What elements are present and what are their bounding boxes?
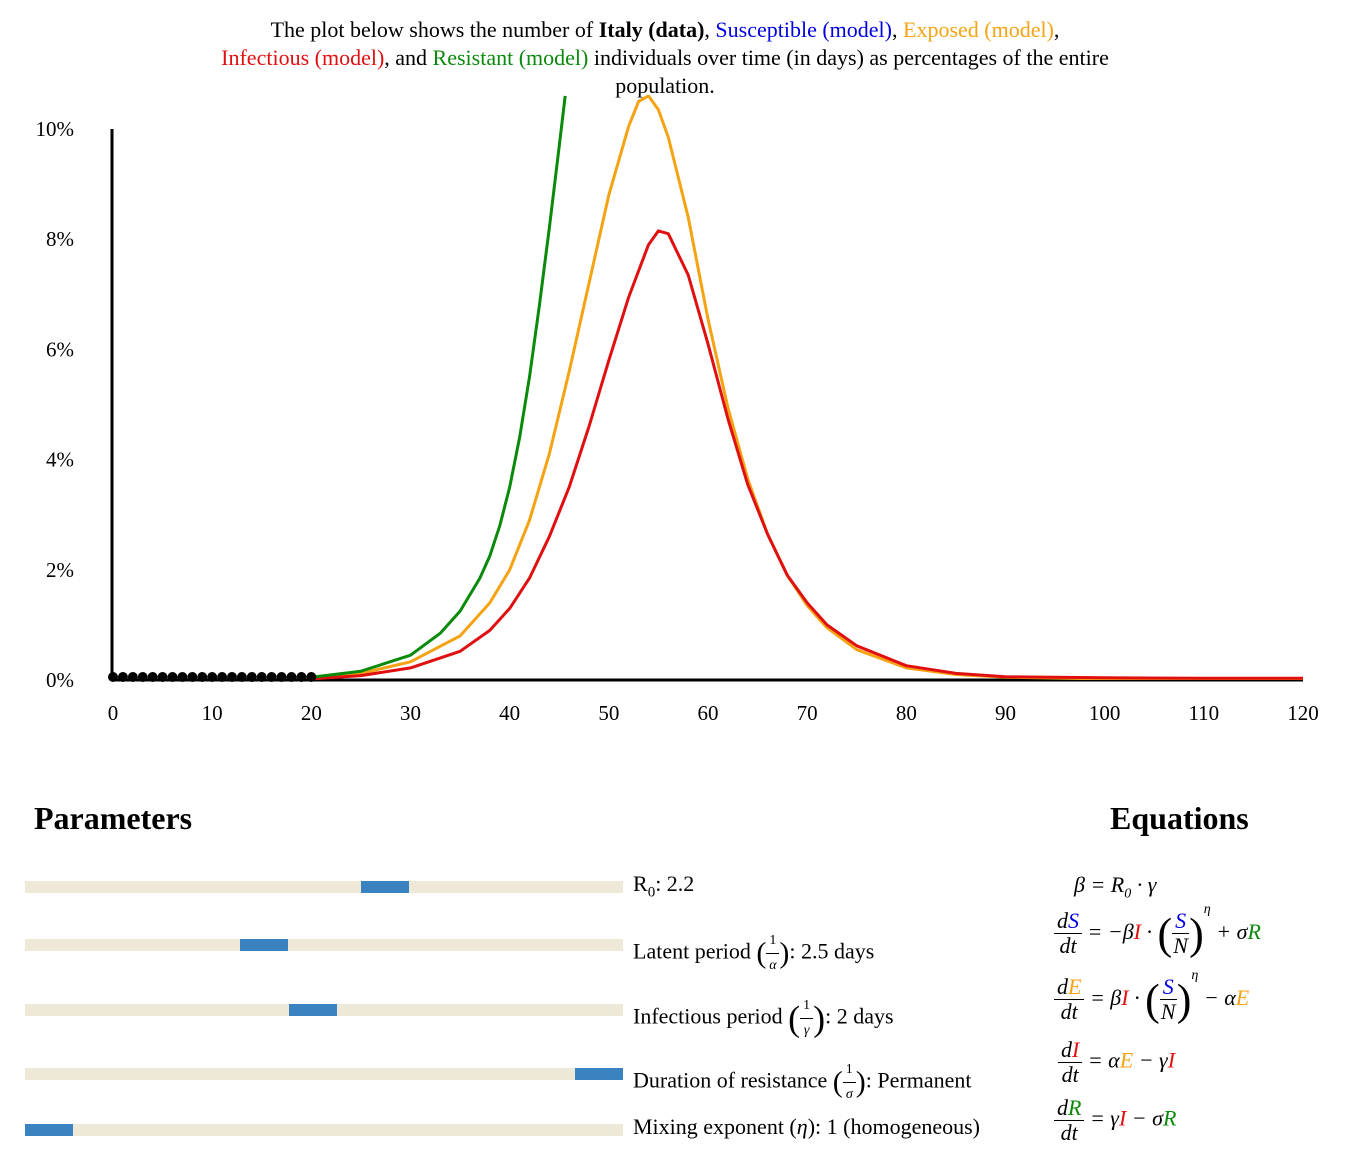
equation-dS: dS dt = −βI · (S N)η + σR — [1054, 902, 1261, 959]
data-point-italy — [207, 672, 218, 682]
data-point-italy — [147, 672, 158, 682]
slider-thumb[interactable] — [360, 881, 409, 893]
equation-beta: β = R0 · γ — [1074, 872, 1157, 902]
slider-thumb[interactable] — [239, 939, 288, 951]
data-point-italy — [246, 672, 257, 682]
data-point-italy — [177, 672, 188, 682]
data-point-italy — [306, 672, 317, 682]
slider-track[interactable] — [25, 881, 623, 893]
slider-label-infectious-period: Infectious period (1 γ): 2 days — [633, 994, 894, 1043]
series-line-resistant-model — [311, 95, 567, 679]
x-tick-label: 10 — [202, 701, 223, 725]
chart-caption: The plot below shows the number of Italy… — [220, 16, 1110, 100]
caption-text: The plot below shows the number of — [270, 17, 599, 42]
data-point-italy — [276, 672, 287, 682]
slider-thumb[interactable] — [25, 1124, 73, 1136]
caption-sep: , and — [384, 45, 433, 70]
slider-thumb[interactable] — [575, 1068, 623, 1080]
legend-susceptible: Susceptible (model) — [715, 17, 892, 42]
y-tick-label: 4% — [46, 448, 74, 472]
slider-label-mixing-exponent: Mixing exponent (η): 1 (homogeneous) — [633, 1114, 980, 1139]
data-point-italy — [187, 672, 198, 682]
x-tick-label: 40 — [499, 701, 520, 725]
x-tick-label: 60 — [698, 701, 719, 725]
slider-track[interactable] — [25, 939, 623, 951]
x-tick-label: 20 — [301, 701, 322, 725]
data-point-italy — [227, 672, 237, 682]
slider-track[interactable] — [25, 1124, 623, 1136]
x-tick-label: 120 — [1287, 701, 1319, 725]
slider-thumb[interactable] — [289, 1004, 337, 1016]
equation-dR: dR dt = γI − σR — [1054, 1096, 1176, 1145]
x-tick-label: 30 — [400, 701, 421, 725]
equation-dE: dE dt = βI · (S N)η − αE — [1054, 968, 1249, 1025]
data-point-italy — [108, 672, 118, 682]
caption-text: individuals over time (in days) as perce… — [588, 45, 1109, 98]
slider-label-r0: R0: 2.2 — [633, 871, 695, 901]
x-tick-label: 90 — [995, 701, 1016, 725]
slider-track[interactable] — [25, 1068, 623, 1080]
caption-sep: , — [1053, 17, 1060, 42]
legend-resistant: Resistant (model) — [432, 45, 589, 70]
data-point-italy — [127, 672, 138, 682]
series-line-exposed-model — [311, 95, 1303, 680]
data-point-italy — [236, 672, 247, 682]
parameters-heading: Parameters — [34, 800, 193, 836]
legend-infectious: Infectious (model) — [221, 45, 385, 70]
x-tick-label: 80 — [896, 701, 917, 725]
y-tick-label: 2% — [46, 558, 74, 582]
data-point-italy — [296, 672, 307, 682]
series-line-infectious-model — [311, 229, 1303, 680]
data-point-italy — [266, 672, 277, 682]
data-point-italy — [157, 672, 168, 682]
x-tick-label: 0 — [108, 701, 119, 725]
x-tick-label: 100 — [1089, 701, 1121, 725]
legend-exposed: Exposed (model) — [903, 17, 1054, 42]
data-point-italy — [117, 672, 128, 682]
y-tick-label: 8% — [46, 227, 74, 251]
equations-heading: Equations — [1110, 800, 1249, 836]
caption-sep: , — [704, 17, 716, 42]
y-tick-label: 0% — [46, 668, 74, 692]
slider-label-latent-period: Latent period (1 α): 2.5 days — [633, 929, 874, 978]
x-tick-label: 70 — [797, 701, 818, 725]
data-point-italy — [137, 672, 148, 682]
data-point-italy — [286, 672, 297, 682]
legend-italy-data: Italy (data) — [598, 17, 705, 42]
y-tick-label: 10% — [36, 117, 75, 141]
x-tick-label: 110 — [1188, 701, 1219, 725]
seir-line-chart: 0 10 20 30 40 50 60 70 80 90 100 110 120 0% 2% 4% 6% 8% 10… — [36, 95, 1319, 725]
slider-label-duration-of-resistance: Duration of resistance (1 σ): Permanent — [633, 1058, 971, 1107]
data-point-italy — [197, 672, 208, 682]
x-tick-label: 50 — [598, 701, 619, 725]
equation-dI: dI dt = αE − γI — [1058, 1038, 1175, 1087]
data-point-italy — [167, 672, 178, 682]
caption-sep: , — [892, 17, 903, 42]
data-point-italy — [256, 672, 267, 682]
data-point-italy — [217, 672, 228, 682]
y-tick-label: 6% — [46, 337, 74, 361]
